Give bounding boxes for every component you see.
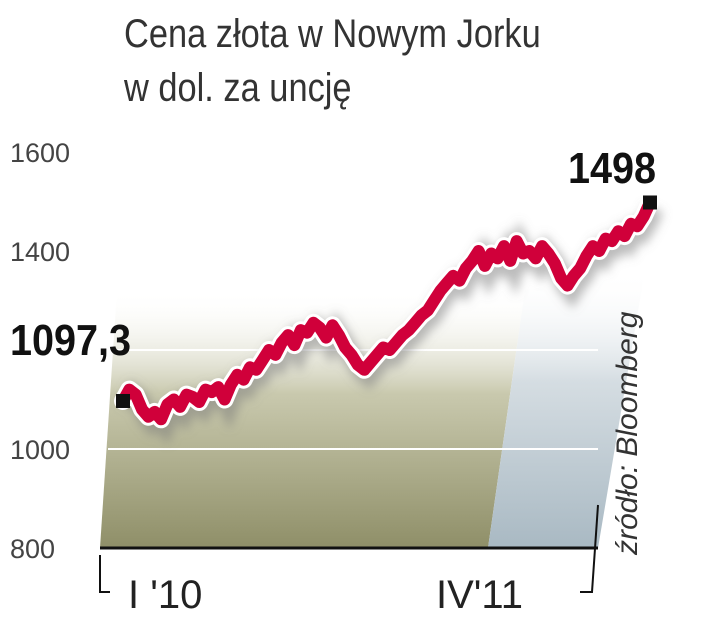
chart-subtitle: w dol. za uncję (124, 66, 352, 110)
y-tick-label: 1400 (10, 237, 70, 267)
chart-title: Cena złota w Nowym Jorku (124, 12, 541, 56)
source-label: źródło: Bloomberg (611, 311, 644, 556)
area-main (100, 290, 525, 548)
y-tick-label: 800 (10, 534, 55, 564)
y-tick-label: 1600 (10, 138, 70, 168)
y-tick-label: 1000 (10, 435, 70, 465)
x-tick-label: I '10 (128, 573, 202, 617)
start-value-label: 1097,3 (10, 315, 131, 364)
x-tick-label: IV'11 (436, 573, 523, 617)
right-bracket (580, 504, 599, 593)
start-marker (116, 393, 130, 408)
series-line (117, 196, 656, 426)
end-value-label: 1498 (568, 143, 656, 192)
area-recent (488, 270, 645, 548)
end-marker (643, 195, 657, 210)
left-bracket (99, 555, 110, 593)
